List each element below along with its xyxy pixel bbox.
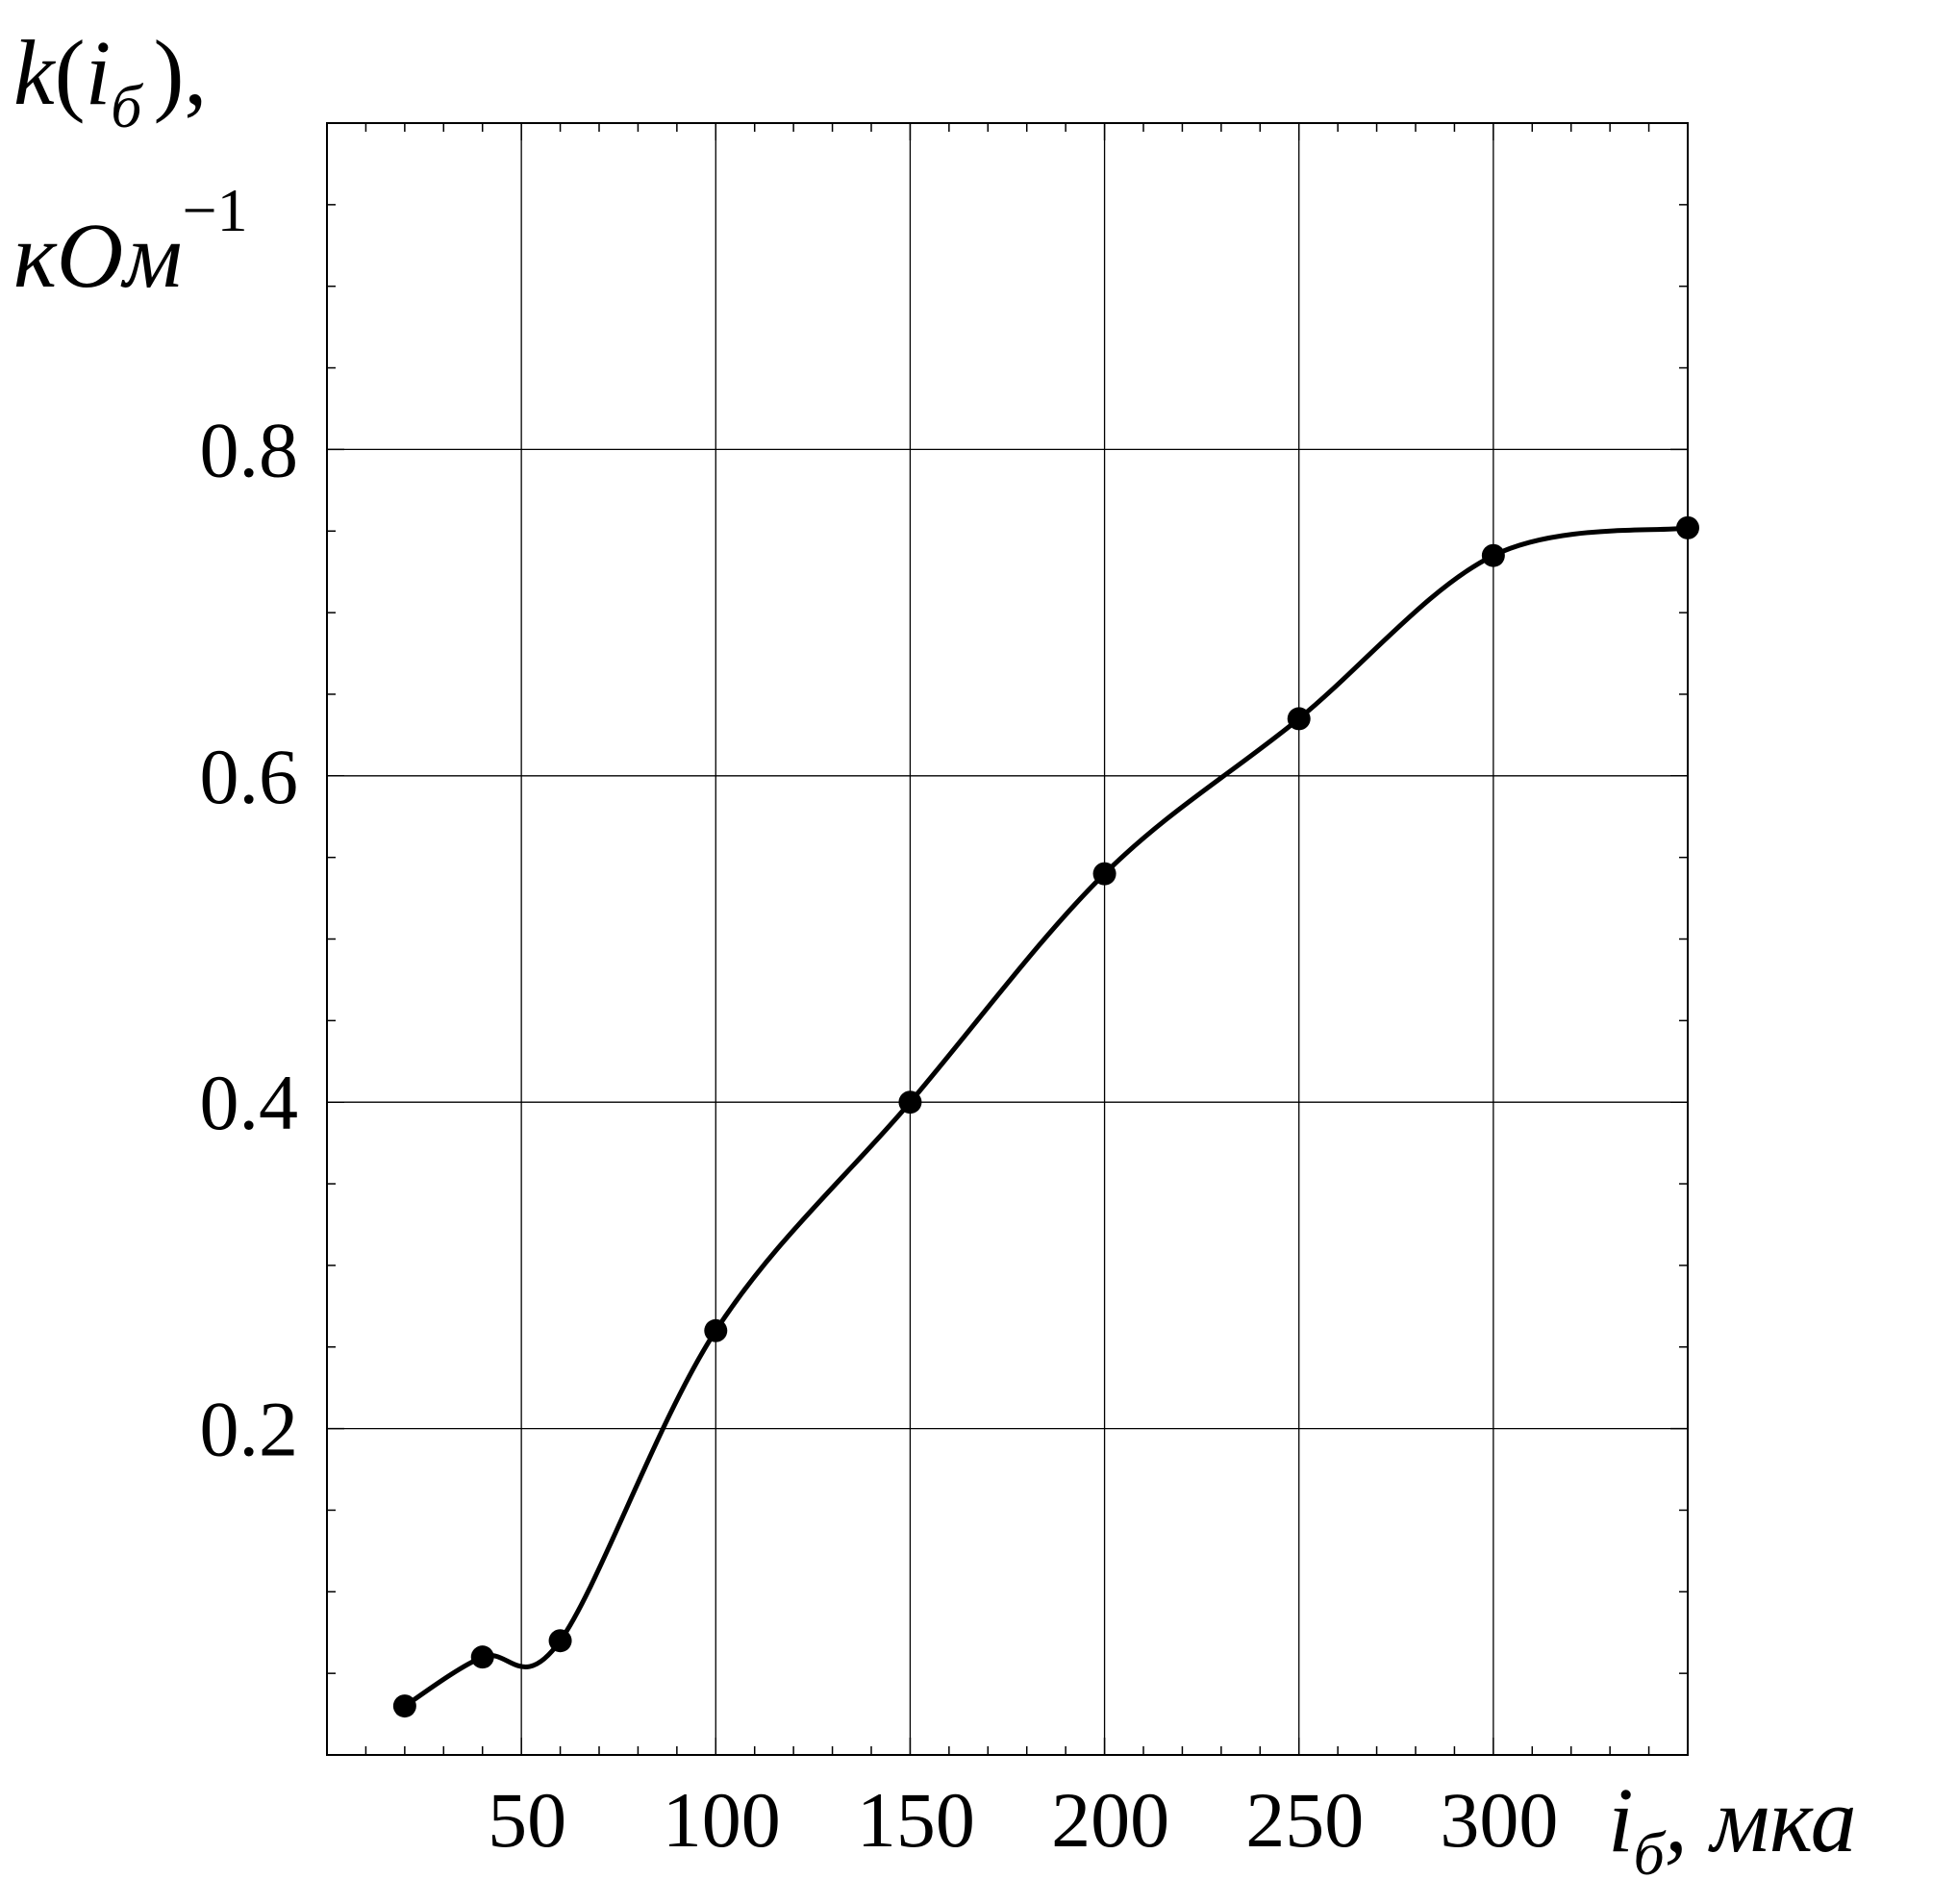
x-tick-label: 100 bbox=[663, 1776, 781, 1864]
x-axis-label: iб, мка bbox=[1608, 1768, 1857, 1888]
data-point bbox=[1676, 515, 1699, 539]
axis-ticks bbox=[327, 123, 1688, 1755]
data-point bbox=[548, 1629, 572, 1653]
y-label-close: ), bbox=[153, 21, 207, 124]
y-label-var: i bbox=[86, 21, 112, 124]
data-point bbox=[898, 1090, 922, 1115]
x-tick-label: 50 bbox=[488, 1776, 566, 1864]
y-tick-label: 0.4 bbox=[200, 1059, 299, 1146]
y-tick-label: 0.8 bbox=[200, 406, 299, 493]
data-point bbox=[1481, 543, 1505, 567]
plot-frame bbox=[326, 122, 1689, 1756]
x-label-unit: , мка bbox=[1665, 1768, 1857, 1871]
x-label-sub: б bbox=[1634, 1819, 1667, 1888]
x-tick-label: 150 bbox=[857, 1776, 975, 1864]
series-line bbox=[403, 525, 1689, 1709]
y-unit-sup: −1 bbox=[183, 176, 248, 244]
data-point bbox=[1287, 707, 1311, 731]
x-tick-label: 250 bbox=[1245, 1776, 1364, 1864]
y-label-sub: б bbox=[111, 72, 143, 140]
y-label-open: ( bbox=[55, 21, 86, 124]
x-label-var: i bbox=[1608, 1768, 1634, 1871]
data-point bbox=[392, 1694, 416, 1718]
series bbox=[392, 515, 1699, 1718]
y-axis-label: k(iб), bbox=[13, 21, 207, 140]
data-point bbox=[470, 1645, 494, 1669]
y-tick-label: 0.2 bbox=[200, 1386, 299, 1473]
grid bbox=[327, 123, 1688, 1755]
x-tick-label: 300 bbox=[1440, 1776, 1558, 1864]
y-axis-unit: кОм−1 bbox=[13, 176, 248, 307]
data-point bbox=[1092, 862, 1116, 886]
y-label-func: k bbox=[13, 21, 57, 124]
data-point bbox=[704, 1318, 728, 1342]
tick-labels: 50 100 150 200 250 300 0.2 0.4 0.6 0.8 bbox=[200, 406, 1559, 1864]
y-unit-text: кОм bbox=[13, 204, 183, 307]
y-tick-label: 0.6 bbox=[200, 733, 299, 820]
x-tick-label: 200 bbox=[1051, 1776, 1169, 1864]
